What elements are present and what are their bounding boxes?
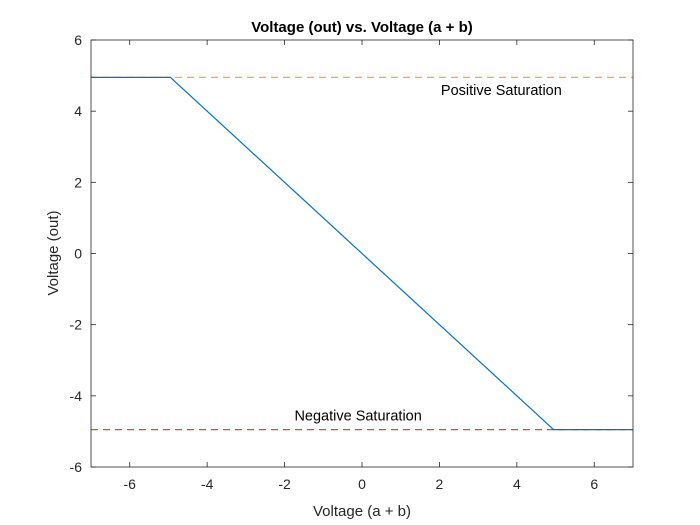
annotation-positive-saturation: Positive Saturation: [441, 83, 562, 99]
y-tick-label: -4: [70, 388, 83, 404]
ticks-layer: -6 -4 -2 0 2 4 6 -6 -4 -2 0 2 4 6: [70, 32, 633, 492]
x-tick-label: -2: [278, 476, 291, 492]
x-tick-label: 4: [513, 476, 521, 492]
series-line-0: [91, 76, 633, 431]
x-tick-label: 0: [358, 476, 366, 492]
y-tick-label: 6: [74, 32, 82, 48]
x-tick-label: -6: [123, 476, 136, 492]
y-tick-label: 4: [74, 103, 82, 119]
y-tick-label: 2: [74, 174, 82, 190]
y-axis-label: Voltage (out): [45, 210, 62, 295]
x-axis-label: Voltage (a + b): [313, 503, 411, 520]
y-tick-label: -2: [70, 317, 83, 333]
annotation-negative-saturation: Negative Saturation: [294, 408, 421, 424]
series-layer: [91, 76, 633, 431]
annotations-layer: Positive Saturation Negative Saturation: [294, 83, 561, 425]
x-tick-label: 2: [436, 476, 444, 492]
x-tick-label: 6: [590, 476, 598, 492]
y-tick-label: -6: [70, 459, 83, 475]
chart-title: Voltage (out) vs. Voltage (a + b): [251, 19, 473, 36]
y-tick-label: 0: [74, 246, 82, 262]
x-tick-label: -4: [201, 476, 214, 492]
labels-layer: Voltage (out) vs. Voltage (a + b) Voltag…: [45, 19, 473, 520]
